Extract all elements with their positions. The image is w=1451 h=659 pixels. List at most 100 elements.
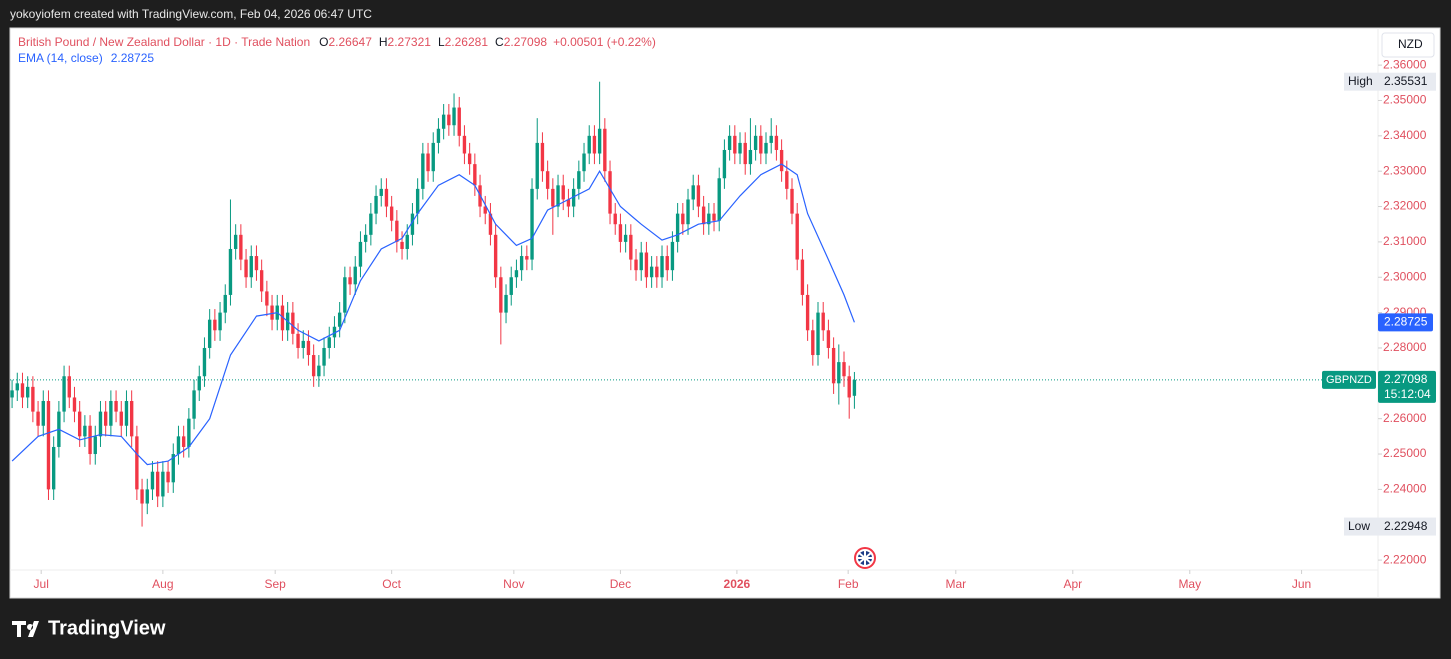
candle-body [447, 114, 451, 126]
legend-line: EMA (14, close) 2.28725 [18, 51, 154, 65]
candle-body [504, 294, 508, 313]
candle-body [457, 107, 461, 136]
candle-body [795, 213, 799, 260]
low-value: 2.22948 [1384, 519, 1428, 533]
ohlc-value: 2.27321 [388, 35, 432, 49]
candle-body [499, 277, 503, 313]
candle-body [769, 135, 773, 143]
candle-body [181, 436, 186, 447]
candle-body [410, 213, 415, 235]
candle-body [306, 340, 311, 356]
candle-body [525, 256, 529, 260]
candle-body [467, 153, 472, 165]
candle-body [493, 234, 498, 278]
candle-body [98, 411, 103, 437]
candle-body [114, 401, 118, 412]
ohlc-value: 2.27098 [504, 35, 548, 49]
candle-body [348, 277, 352, 285]
flag-icon [854, 547, 876, 569]
candle-body [213, 319, 217, 331]
candle-body [738, 142, 742, 154]
currency[interactable]: NZD [1398, 37, 1423, 51]
candle-body [249, 256, 253, 278]
x-tick-label: Dec [610, 577, 631, 591]
candle-body [519, 256, 524, 271]
candle-body [176, 436, 181, 455]
candle-body [291, 312, 295, 334]
candle-body [556, 185, 560, 207]
candle-body [103, 411, 108, 426]
candle-body [639, 252, 643, 271]
candle-body [400, 241, 404, 249]
y-tick-label: 2.28000 [1383, 340, 1427, 354]
candle-body [343, 277, 347, 313]
candle-body [571, 188, 576, 207]
candle-body [701, 206, 706, 225]
candle-body [109, 401, 113, 426]
candle-body [202, 347, 207, 377]
candle-body [41, 401, 45, 426]
candle-body [301, 340, 305, 348]
candle-body [597, 128, 602, 154]
candle-body [826, 330, 831, 348]
logo-mark [12, 621, 39, 637]
candle-body [691, 185, 695, 200]
candle-body [712, 213, 716, 221]
y-tick-label: 2.31000 [1383, 234, 1427, 248]
x-tick-label: May [1178, 577, 1201, 591]
symbol-box [1322, 370, 1376, 389]
candle-body [566, 199, 571, 207]
ohlc-label: C [495, 35, 504, 49]
candle-body [145, 489, 149, 504]
candle-body [733, 135, 737, 154]
candle-body [254, 256, 259, 271]
candle-body [119, 411, 123, 426]
currency-button[interactable] [1381, 32, 1435, 58]
candle-body [140, 489, 144, 504]
candle-body [743, 142, 747, 165]
candle-body [358, 241, 363, 267]
candle-body [31, 386, 35, 412]
last-price: 2.27098 [1384, 372, 1428, 386]
candle-body [379, 188, 383, 196]
candle-body [722, 149, 727, 179]
x-tick-label: Mar [945, 577, 966, 591]
candle-body [634, 259, 638, 271]
candle-body [483, 206, 487, 214]
candle-body [124, 401, 129, 426]
candle-body [129, 401, 134, 437]
candle-body [395, 220, 399, 242]
ema-axis-value: 2.28725 [1384, 315, 1428, 329]
x-tick-label: Apr [1063, 577, 1082, 591]
candle-body [613, 213, 617, 225]
candle-body [10, 390, 14, 398]
candle-body [821, 312, 825, 331]
candle-body [51, 446, 56, 490]
candle-body [785, 171, 789, 189]
candle-body [707, 213, 711, 225]
candle-body [561, 185, 565, 200]
ema-value: 2.28725 [111, 51, 155, 65]
candle-body [488, 213, 493, 235]
brand: TradingView [48, 617, 166, 639]
candle-body [473, 164, 477, 186]
candle-body [670, 241, 675, 271]
candle-body [530, 188, 534, 260]
candle-body [748, 149, 753, 165]
y-tick-label: 2.36000 [1383, 57, 1427, 71]
candle-body [135, 436, 139, 490]
candle-body [582, 153, 586, 172]
candle-body [161, 471, 165, 497]
ohlc-label: O [319, 35, 328, 49]
high-label-box [1344, 72, 1436, 91]
candle-body [317, 365, 321, 377]
candle-body [36, 411, 40, 426]
candle-body [265, 291, 269, 306]
candle-body [192, 390, 196, 419]
y-tick-label: 2.26000 [1383, 411, 1427, 425]
x-tick-label: Jun [1292, 577, 1311, 591]
candle-body [311, 355, 316, 377]
candle-body [686, 199, 690, 225]
x-tick-label: Feb [838, 577, 859, 591]
